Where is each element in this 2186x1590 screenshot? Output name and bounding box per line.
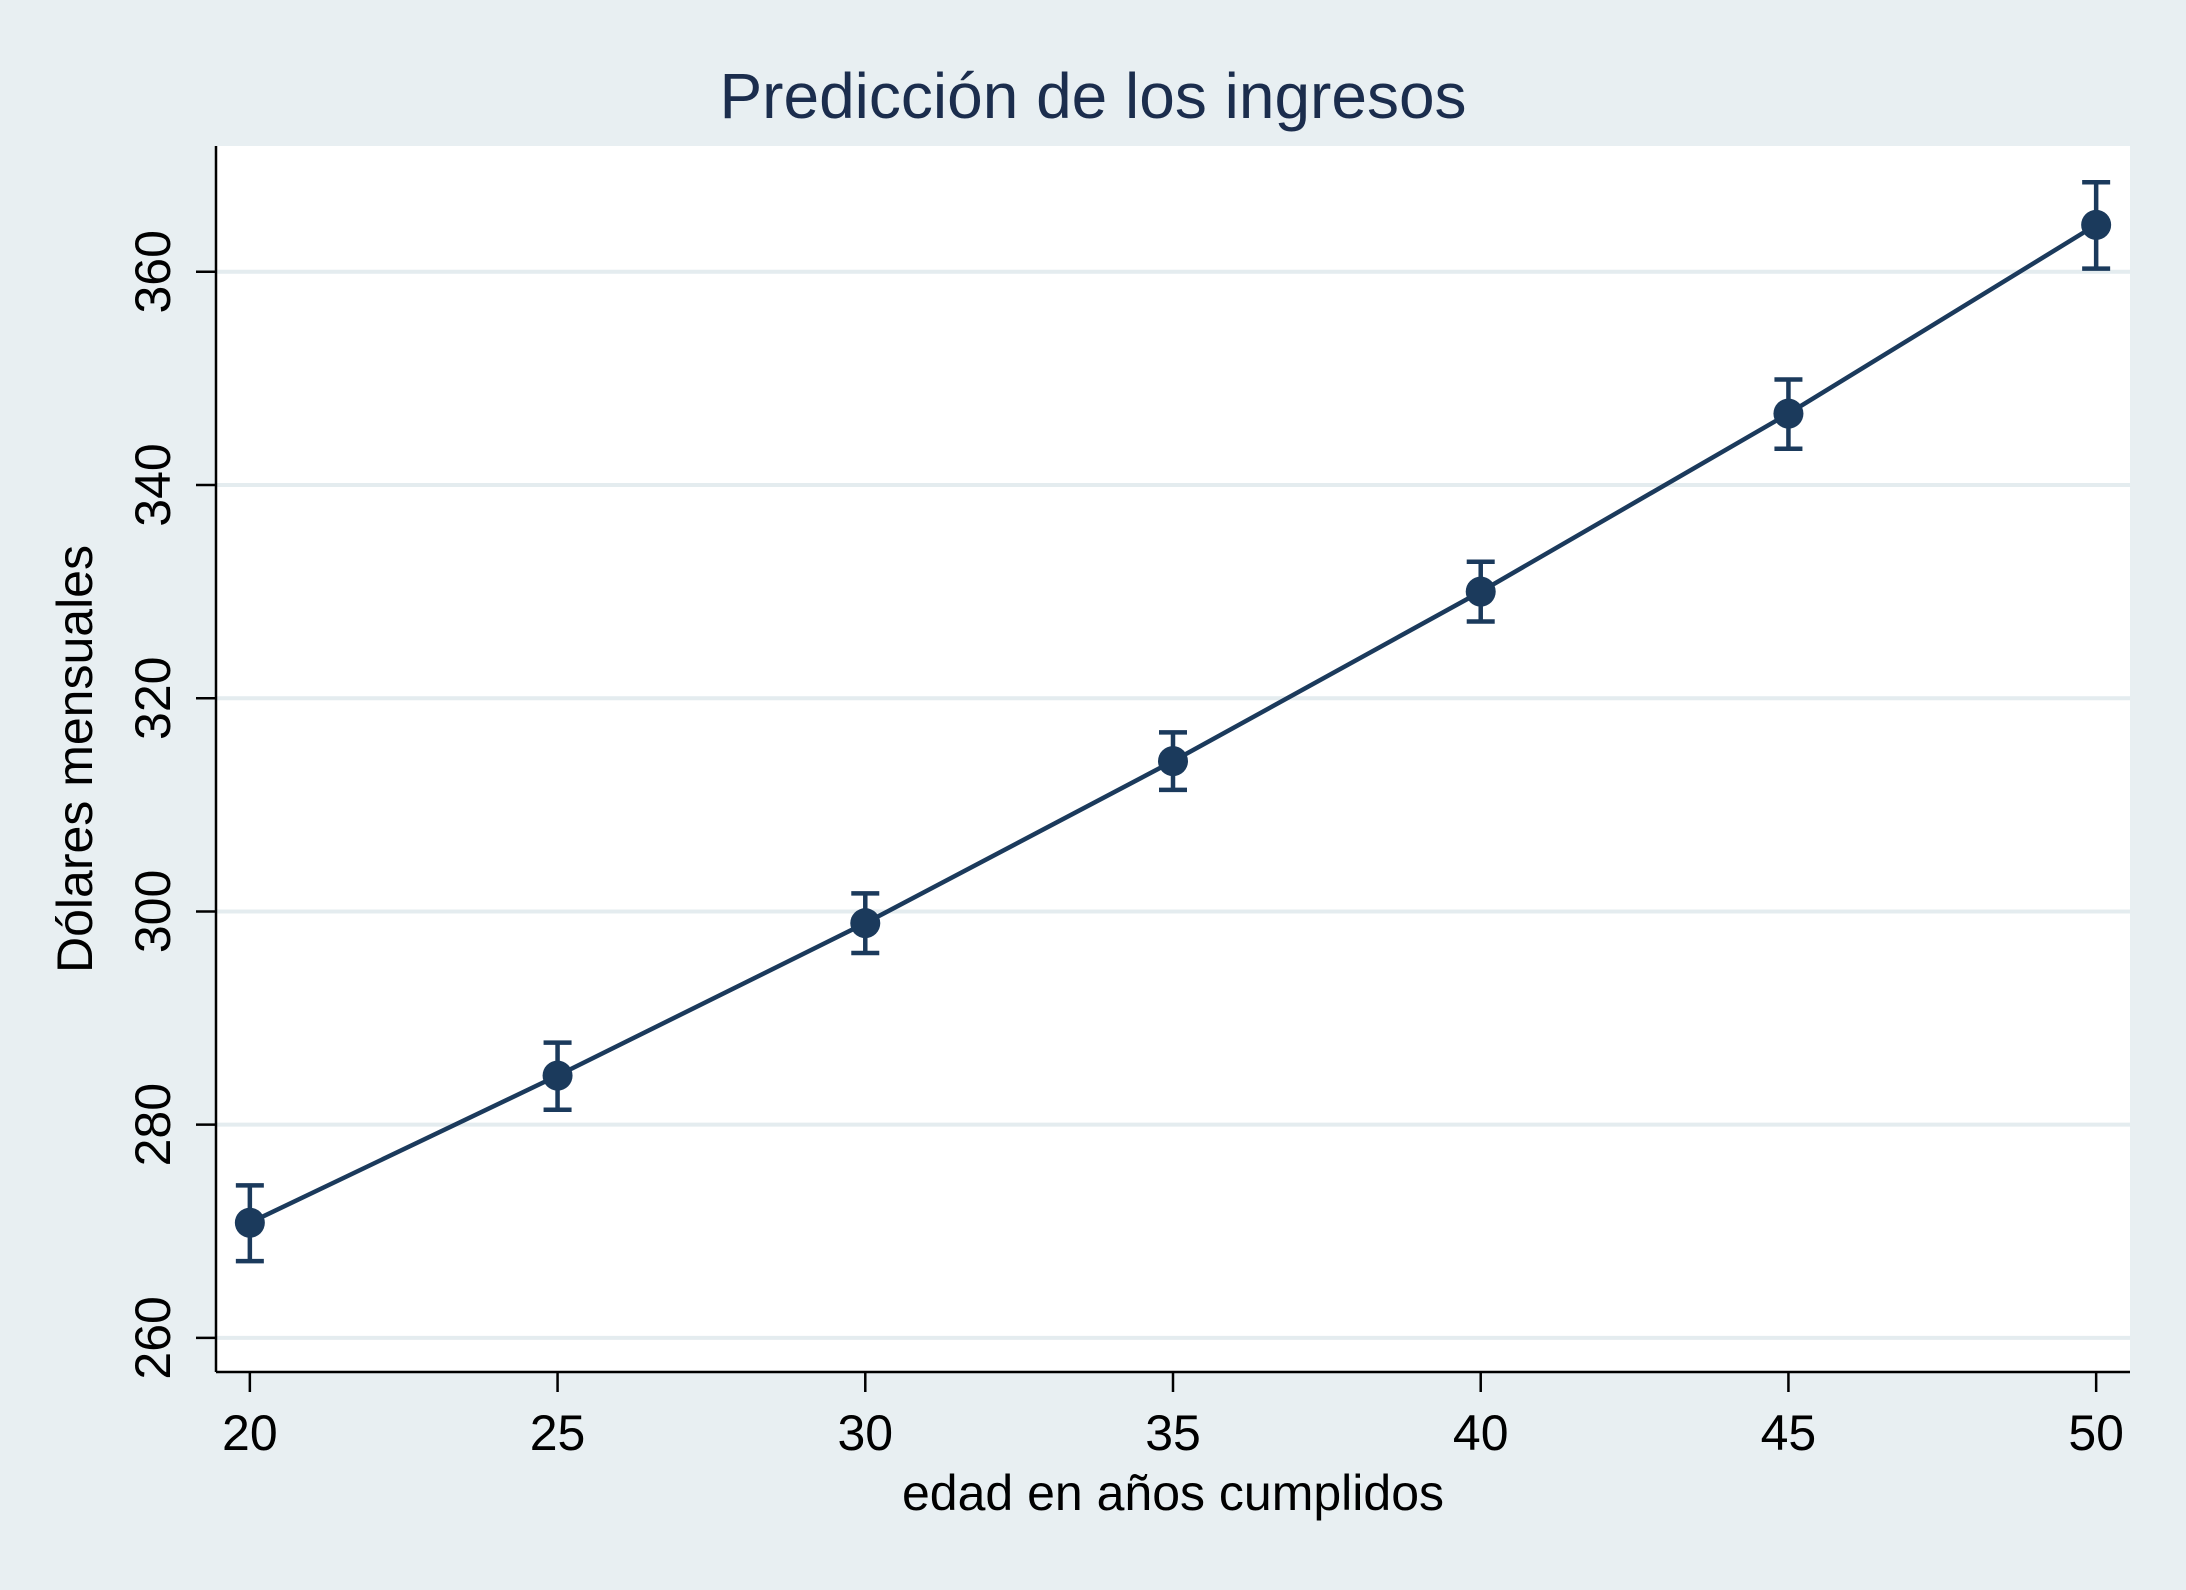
y-tick-label: 280 (125, 1083, 181, 1166)
y-tick-label: 260 (125, 1296, 181, 1379)
data-point (850, 908, 881, 939)
x-tick-label: 25 (530, 1405, 586, 1461)
x-axis-label: edad en años cumplidos (902, 1465, 1444, 1521)
x-tick-label: 30 (837, 1405, 893, 1461)
y-tick-label: 300 (125, 870, 181, 953)
y-tick-label: 360 (125, 230, 181, 313)
data-point (1158, 746, 1188, 777)
x-tick-label: 20 (222, 1405, 278, 1461)
ticks: 260 280 300 320 340 360 20 25 30 35 40 45 50 (125, 230, 2124, 1461)
data-point (234, 1207, 265, 1238)
data-point (542, 1060, 573, 1091)
y-tick-label: 320 (125, 657, 181, 740)
x-tick-label: 40 (1453, 1405, 1509, 1461)
y-tick-label: 340 (125, 443, 181, 526)
series (234, 179, 2112, 1264)
gridlines (216, 269, 2130, 1340)
data-point (2081, 209, 2112, 240)
y-axis-label: Dólares mensuales (47, 545, 103, 973)
x-tick-label: 45 (1761, 1405, 1817, 1461)
chart-title: Predicción de los ingresos (719, 60, 1466, 132)
x-tick-label: 35 (1145, 1405, 1201, 1461)
data-point (1465, 576, 1496, 607)
x-tick-label: 50 (2068, 1405, 2124, 1461)
data-point (1773, 398, 1804, 429)
